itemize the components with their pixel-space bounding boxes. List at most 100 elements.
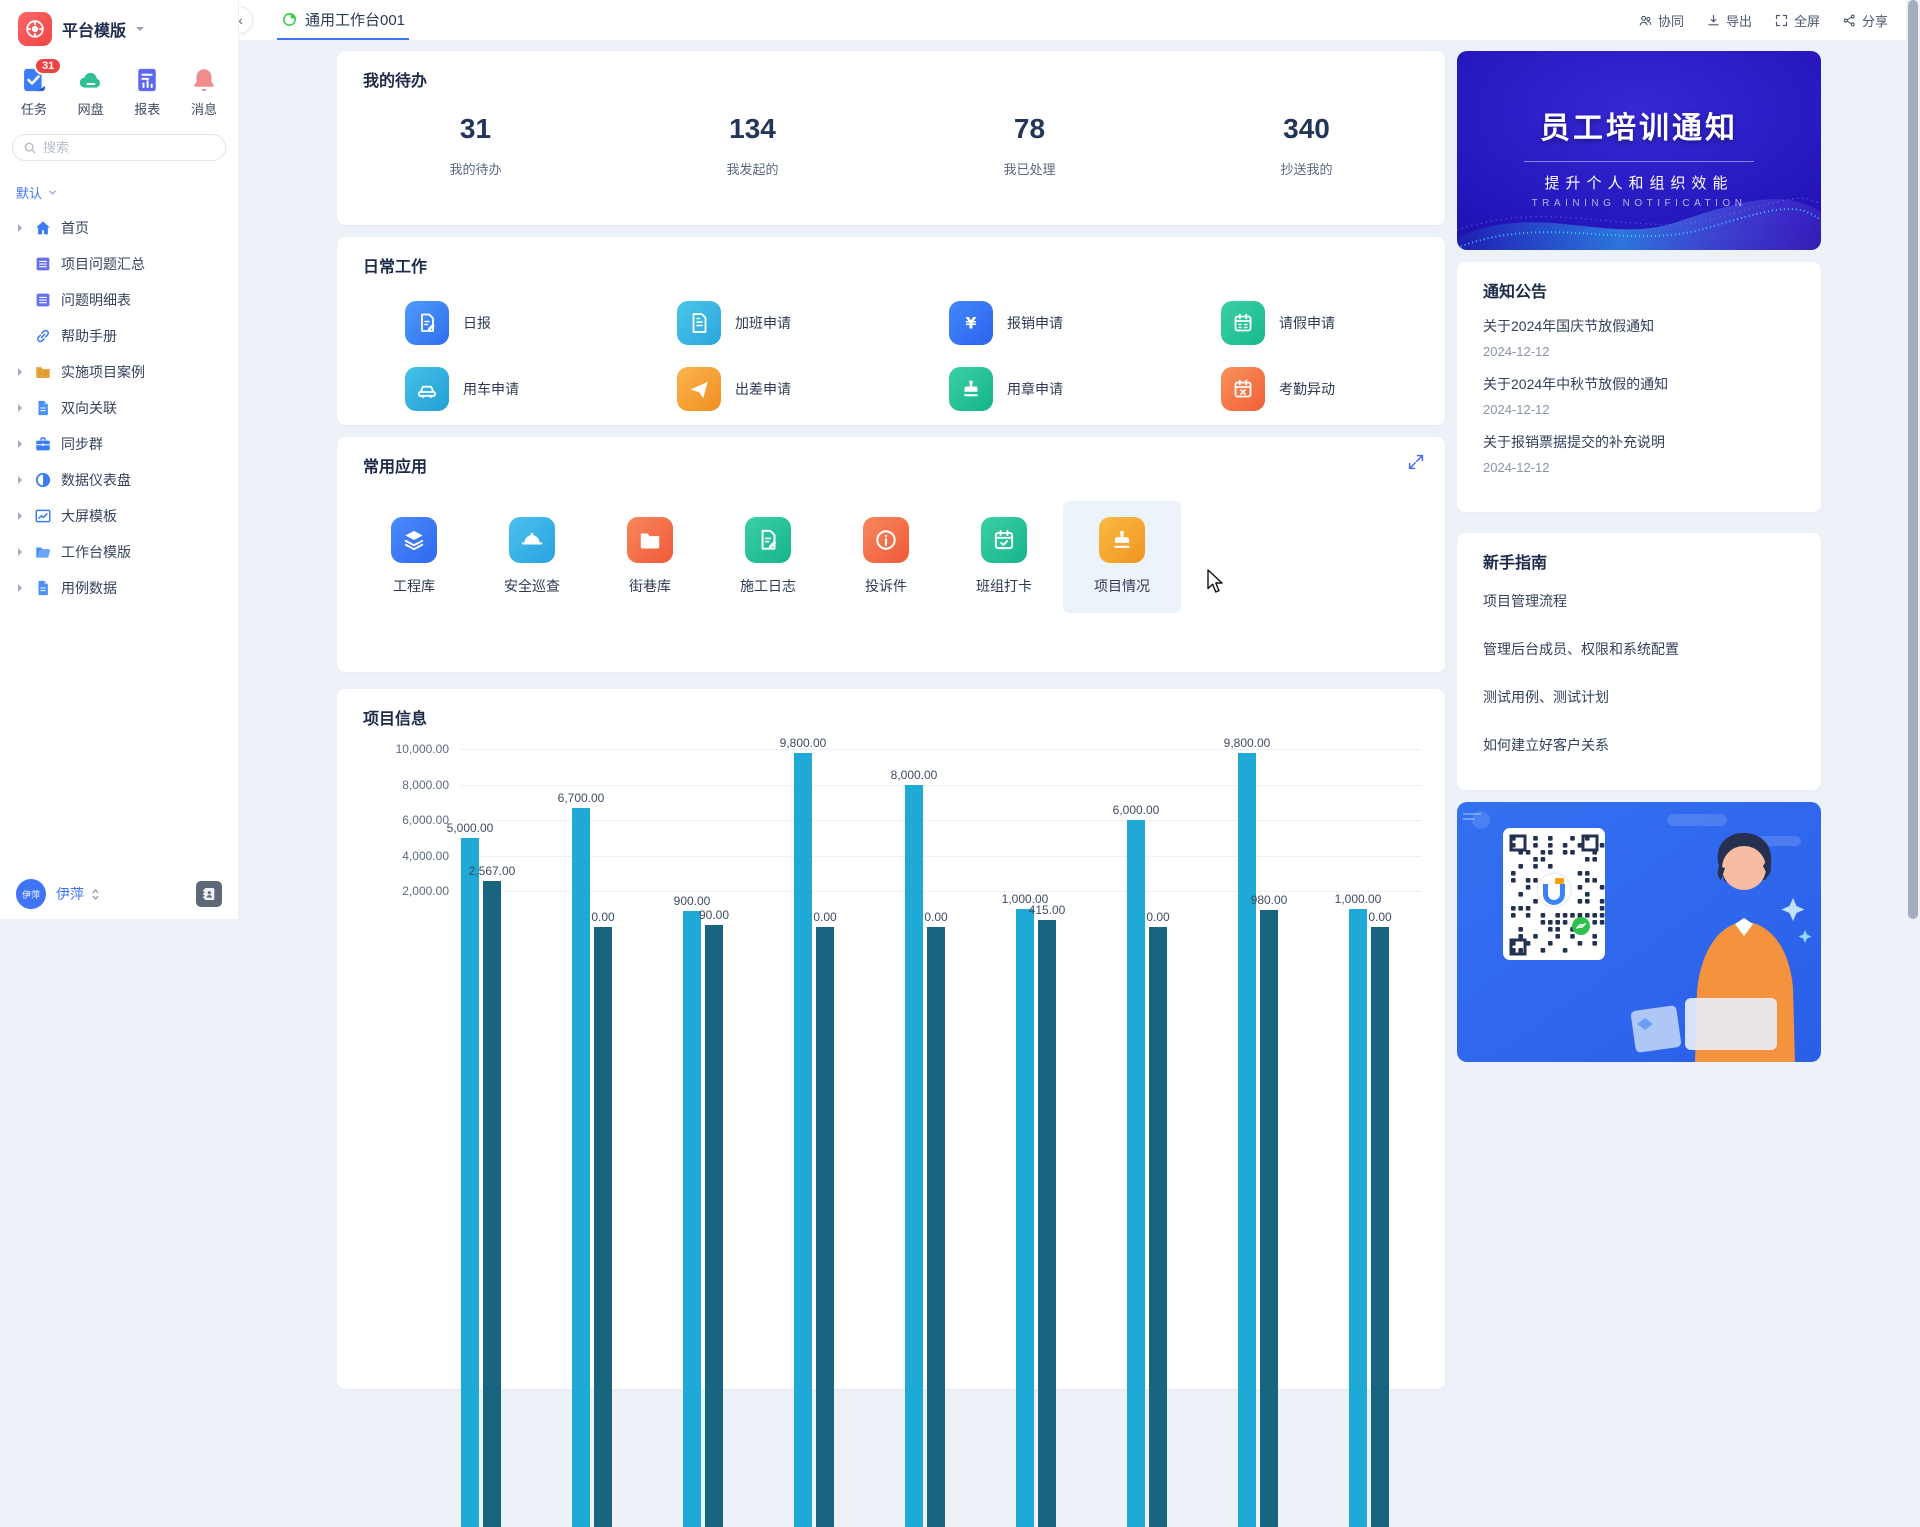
quick-message-button[interactable]: 消息	[190, 66, 218, 118]
daily-item[interactable]: 用车申请	[347, 367, 619, 411]
sidebar-item-table[interactable]: 项目问题汇总	[0, 246, 238, 282]
training-banner[interactable]: 员工培训通知 提升个人和组织效能 TRAINING NOTIFICATION	[1457, 51, 1821, 250]
app-tile[interactable]: 工程库	[355, 501, 473, 613]
app-tile-label: 投诉件	[865, 576, 907, 596]
guide-item[interactable]: 测试用例、测试计划	[1483, 687, 1799, 707]
app-tile-label: 工程库	[393, 576, 435, 596]
sidebar-group-default[interactable]: 默认	[0, 161, 238, 206]
bar-series-2[interactable]	[816, 927, 834, 1527]
bar-series-2[interactable]	[1371, 927, 1389, 1527]
bar-series-1[interactable]	[1349, 909, 1367, 1527]
user-name: 伊萍	[56, 884, 84, 904]
bar-series-1[interactable]	[572, 808, 590, 1527]
bar-value-label: 6,000.00	[1113, 803, 1160, 817]
quick-disk-button[interactable]: 网盘	[77, 66, 105, 118]
daily-item[interactable]: 请假申请	[1163, 301, 1435, 345]
bar-series-1[interactable]	[905, 785, 923, 1527]
topbar-action-fullscreen[interactable]: 全屏	[1774, 11, 1820, 30]
sidebar-item-folderOpen[interactable]: 工作台模版	[0, 534, 238, 570]
daily-item[interactable]: ¥报销申请	[891, 301, 1163, 345]
bar-series-1[interactable]	[461, 838, 479, 1527]
address-book-icon[interactable]	[196, 881, 222, 907]
sidebar-item-doc[interactable]: 用例数据	[0, 570, 238, 606]
daily-item[interactable]: 用章申请	[891, 367, 1163, 411]
table-icon	[34, 255, 52, 273]
bar-series-1[interactable]	[1127, 820, 1145, 1527]
sidebar-item-doc[interactable]: 双向关联	[0, 390, 238, 426]
y-axis-tick-label: 2,000.00	[361, 884, 449, 898]
app-tile[interactable]: 安全巡查	[473, 501, 591, 613]
guide-item[interactable]: 如何建立好客户关系	[1483, 735, 1799, 755]
guide-item[interactable]: 项目管理流程	[1483, 591, 1799, 611]
sidebar-item-link[interactable]: 帮助手册	[0, 318, 238, 354]
topbar-action-export[interactable]: 导出	[1706, 11, 1752, 30]
workspace-switcher[interactable]: 平台模版	[0, 0, 238, 52]
sidebar-item-home[interactable]: 首页	[0, 210, 238, 246]
folder-icon	[627, 517, 673, 563]
app-tile[interactable]: 施工日志	[709, 501, 827, 613]
bar-series-1[interactable]	[1016, 909, 1034, 1527]
app-tile[interactable]: 班组打卡	[945, 501, 1063, 613]
bar-series-2[interactable]	[594, 927, 612, 1527]
quick-report-button[interactable]: 报表	[133, 66, 161, 118]
chart-gridline	[461, 856, 1421, 857]
tab-workbench[interactable]: 通用工作台001	[277, 0, 409, 40]
topbar-action-collab[interactable]: 协同	[1638, 11, 1684, 30]
search-input[interactable]	[43, 140, 193, 155]
app-tile[interactable]: 投诉件	[827, 501, 945, 613]
bar-series-2[interactable]	[1038, 920, 1056, 1527]
docpen-icon	[405, 301, 449, 345]
bar-series-1[interactable]	[794, 753, 812, 1527]
stamp-icon	[949, 367, 993, 411]
bar-value-label: 90.00	[699, 908, 729, 922]
expand-caret-icon	[18, 512, 32, 520]
sidebar-item-chartline[interactable]: 大屏模板	[0, 498, 238, 534]
bar-series-1[interactable]	[1238, 753, 1256, 1527]
daily-item[interactable]: 加班申请	[619, 301, 891, 345]
sidebar-item-briefcase[interactable]: 同步群	[0, 426, 238, 462]
bar-value-label: 9,800.00	[780, 736, 827, 750]
bar-series-2[interactable]	[1260, 910, 1278, 1527]
sidebar-item-table[interactable]: 问题明细表	[0, 282, 238, 318]
user-row[interactable]: 伊萍 伊萍	[0, 879, 238, 909]
bar-series-2[interactable]	[483, 881, 501, 1527]
bar-series-2[interactable]	[705, 925, 723, 1527]
notice-title: 关于2024年国庆节放假通知	[1483, 316, 1799, 336]
app-tile[interactable]: 街巷库	[591, 501, 709, 613]
daily-item[interactable]: 出差申请	[619, 367, 891, 411]
notice-card-title: 通知公告	[1457, 262, 1821, 302]
page-scrollbar[interactable]	[1906, 0, 1920, 919]
divider	[1524, 161, 1754, 162]
daily-item[interactable]: 考勤异动	[1163, 367, 1435, 411]
disk-icon	[77, 66, 105, 94]
stat-value: 134	[614, 113, 891, 145]
topbar-action-share[interactable]: 分享	[1842, 11, 1888, 30]
bar-value-label: 0.00	[1368, 910, 1391, 924]
guide-item[interactable]: 管理后台成员、权限和系统配置	[1483, 639, 1799, 659]
bar-series-2[interactable]	[1149, 927, 1167, 1527]
expand-icon[interactable]	[1407, 453, 1425, 471]
sidebar-item-folderAmber[interactable]: 实施项目案例	[0, 354, 238, 390]
qr-promo-card[interactable]	[1457, 802, 1821, 1062]
bar-series-2[interactable]	[927, 927, 945, 1527]
bar-series-1[interactable]	[683, 911, 701, 1527]
app-tile[interactable]: 项目情况	[1063, 501, 1181, 613]
expand-caret-icon	[18, 548, 32, 556]
daily-item[interactable]: 日报	[347, 301, 619, 345]
sidebar-item-halfcircle[interactable]: 数据仪表盘	[0, 462, 238, 498]
docpen-icon	[745, 517, 791, 563]
switch-user-icon[interactable]	[90, 888, 101, 901]
scrollbar-thumb[interactable]	[1908, 0, 1918, 919]
sidebar-search[interactable]	[12, 134, 226, 161]
